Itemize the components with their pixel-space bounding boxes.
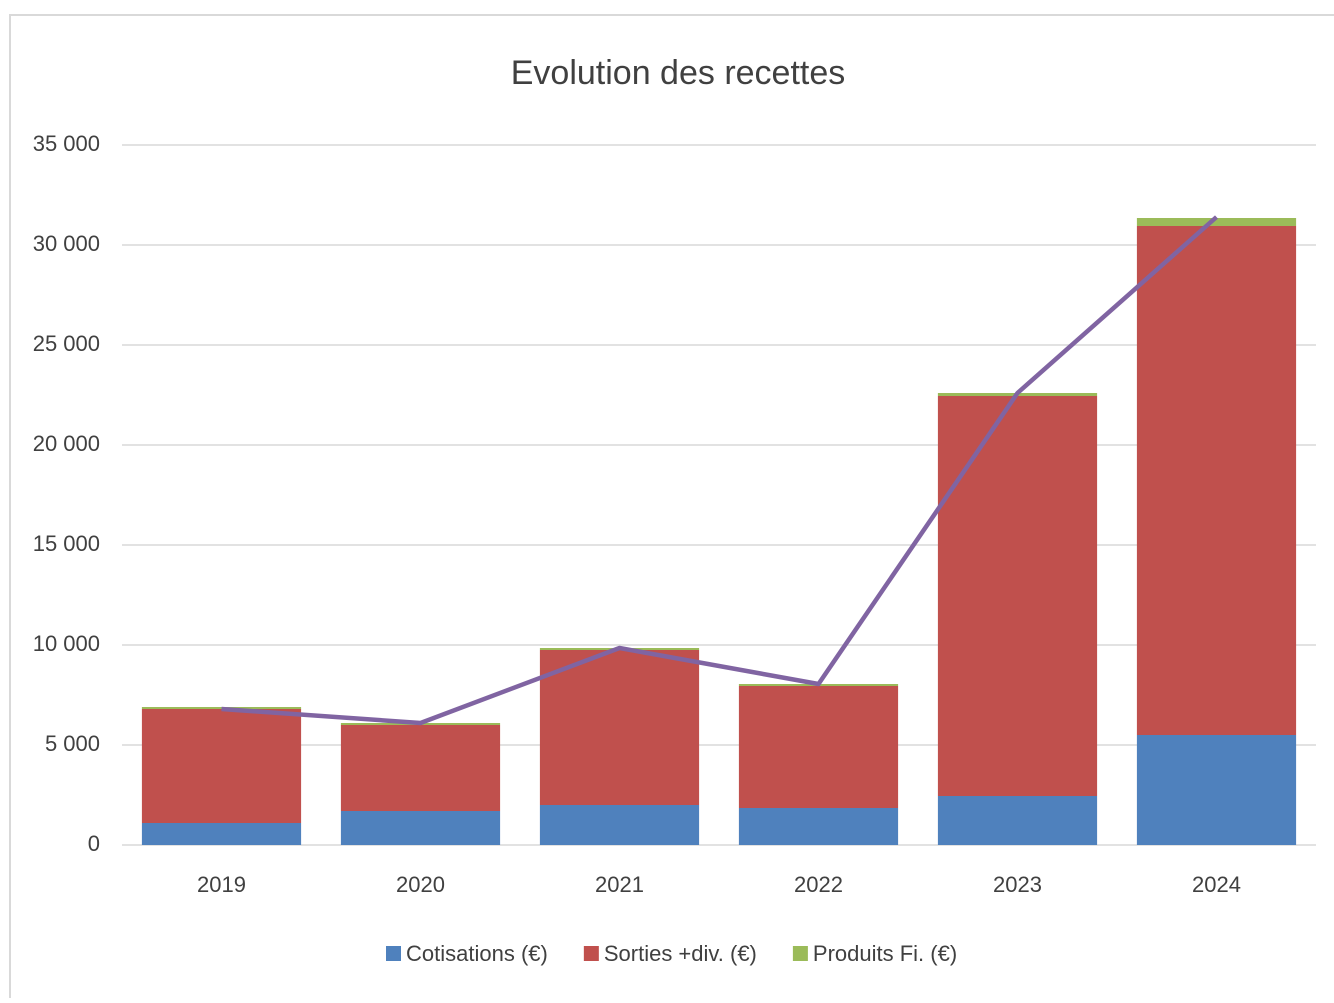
x-tick-label: 2021	[595, 872, 644, 897]
bar-segment	[937, 796, 1098, 845]
bar-segment	[1136, 735, 1297, 845]
legend-swatch	[792, 946, 808, 961]
y-tick-label: 5 000	[45, 731, 100, 756]
chart-border	[9, 14, 1334, 1003]
y-tick-label: 0	[88, 831, 100, 856]
bar-segment	[738, 686, 899, 808]
chart-title: Evolution des recettes	[511, 54, 846, 92]
x-tick-label: 2022	[794, 872, 843, 897]
y-tick-label: 25 000	[33, 331, 100, 356]
x-tick-label: 2019	[197, 872, 246, 897]
bar-segment	[141, 707, 302, 709]
x-tick-label: 2020	[396, 872, 445, 897]
y-tick-label: 15 000	[33, 531, 100, 556]
bar-segment	[340, 725, 501, 811]
bar-segment	[1136, 226, 1297, 735]
y-tick-label: 35 000	[33, 131, 100, 156]
y-tick-label: 20 000	[33, 431, 100, 456]
bar-segment	[141, 823, 302, 845]
bar-segment	[738, 808, 899, 845]
bar-segment	[141, 709, 302, 823]
x-tick-label: 2023	[993, 872, 1042, 897]
y-tick-label: 10 000	[33, 631, 100, 656]
legend-label: Produits Fi. (€)	[813, 941, 957, 966]
total-line	[221, 215, 1218, 726]
legend-swatch	[583, 946, 599, 961]
x-tick-label: 2024	[1192, 872, 1241, 897]
legend-swatch	[386, 946, 401, 961]
y-tick-label: 30 000	[33, 231, 100, 256]
bar-segment	[937, 396, 1098, 796]
bar-segment	[1136, 218, 1297, 226]
bar-segment	[539, 805, 700, 845]
legend-label: Cotisations (€)	[406, 941, 548, 966]
bar-segment	[539, 650, 700, 805]
bar-segment	[340, 811, 501, 845]
legend-label: Sorties +div. (€)	[604, 941, 757, 966]
